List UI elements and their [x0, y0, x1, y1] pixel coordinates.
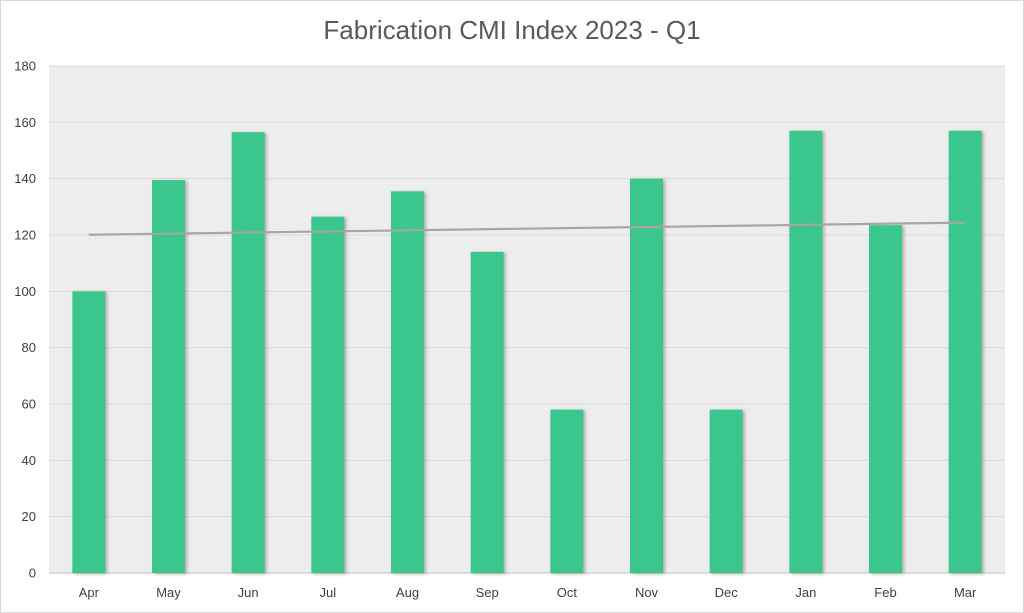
x-tick-label: Sep	[476, 585, 499, 600]
x-tick-label: Nov	[635, 585, 659, 600]
bar-mar	[948, 130, 982, 574]
trendline	[88, 221, 966, 236]
bar-feb	[869, 225, 902, 573]
y-tick-label: 180	[14, 59, 36, 74]
bar-jul	[311, 216, 345, 574]
y-tick-label: 160	[14, 115, 36, 130]
bar-jun	[231, 132, 265, 574]
x-tick-label: Aug	[396, 585, 419, 600]
x-tick-label: Apr	[79, 585, 100, 600]
y-axis-tick-labels: 0 20 40 60 80 100 120 140 160 180	[14, 59, 36, 581]
gridlines	[49, 65, 1005, 574]
x-axis-tick-labels: Apr May Jun Jul Aug Sep Oct Nov Dec Jan Feb Mar	[79, 585, 977, 600]
chart-title: Fabrication CMI Index 2023 - Q1	[323, 15, 700, 45]
y-tick-label: 80	[22, 340, 36, 355]
x-tick-label: Jun	[238, 585, 259, 600]
x-tick-label: Jan	[795, 585, 816, 600]
y-tick-label: 40	[22, 453, 36, 468]
bar-aug	[391, 191, 424, 573]
bar-apr	[72, 291, 106, 573]
x-tick-label: Dec	[715, 585, 739, 600]
bar-sep	[470, 251, 504, 573]
y-tick-label: 100	[14, 284, 36, 299]
x-tick-label: Feb	[874, 585, 896, 600]
y-tick-label: 60	[22, 397, 36, 412]
y-tick-label: 140	[14, 171, 36, 186]
bar-jan	[789, 130, 823, 574]
y-tick-label: 20	[22, 509, 36, 524]
x-tick-label: May	[156, 585, 181, 600]
bar-nov	[630, 178, 663, 573]
x-tick-label: Oct	[557, 585, 578, 600]
trendline-layer	[88, 221, 966, 236]
y-tick-label: 120	[14, 228, 36, 243]
bar-series	[72, 130, 982, 574]
bar-may	[152, 180, 185, 573]
plot-area	[49, 66, 1005, 573]
bar-dec	[709, 409, 743, 573]
x-tick-label: Jul	[320, 585, 337, 600]
x-tick-label: Mar	[954, 585, 977, 600]
y-tick-label: 0	[29, 566, 36, 581]
bar-oct	[550, 409, 584, 573]
